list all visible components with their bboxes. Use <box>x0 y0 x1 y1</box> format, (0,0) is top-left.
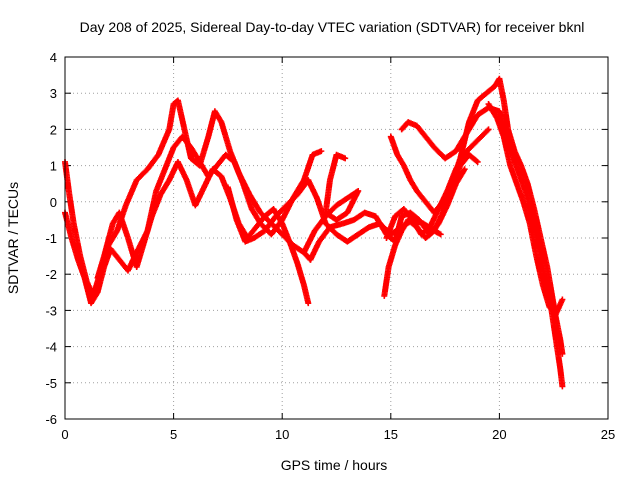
data-point <box>305 300 312 307</box>
x-tick-label: 20 <box>492 427 506 442</box>
series-sat-e <box>300 151 362 256</box>
y-tick-label: 3 <box>50 86 57 101</box>
x-axis-label: GPS time / hours <box>281 457 388 473</box>
y-tick-label: 1 <box>50 159 57 174</box>
y-tick-label: -5 <box>45 376 57 391</box>
y-tick-label: -4 <box>45 340 57 355</box>
data-point <box>437 231 444 238</box>
x-tick-label: 0 <box>61 427 68 442</box>
data-point <box>484 127 491 134</box>
x-tick-label: 15 <box>384 427 398 442</box>
x-tick-label: 25 <box>601 427 615 442</box>
x-tick-label: 10 <box>275 427 289 442</box>
y-tick-label: -3 <box>45 303 57 318</box>
y-tick-label: -6 <box>45 412 57 427</box>
plot-frame <box>64 56 609 420</box>
data-point <box>461 166 468 173</box>
series-sat-k <box>485 101 566 318</box>
y-tick-label: 4 <box>50 50 57 65</box>
data-point <box>559 383 566 390</box>
data-point <box>473 158 480 165</box>
data-point <box>474 158 481 165</box>
chart-title: Day 208 of 2025, Sidereal Day-to-day VTE… <box>80 19 585 35</box>
data-point <box>342 155 349 162</box>
y-axis-label: SDTVAR / TECUs <box>5 182 21 294</box>
y-tick-label: 0 <box>50 195 57 210</box>
y-tick-label: -2 <box>45 267 57 282</box>
series-sat-g <box>381 151 481 299</box>
y-tick-label: -1 <box>45 231 57 246</box>
data-marks <box>62 75 566 390</box>
series-sat-j <box>398 104 566 390</box>
data-point <box>559 296 566 303</box>
data-point <box>485 126 492 133</box>
y-tick-label: 2 <box>50 122 57 137</box>
x-tick-label: 5 <box>170 427 177 442</box>
data-point <box>318 148 325 155</box>
